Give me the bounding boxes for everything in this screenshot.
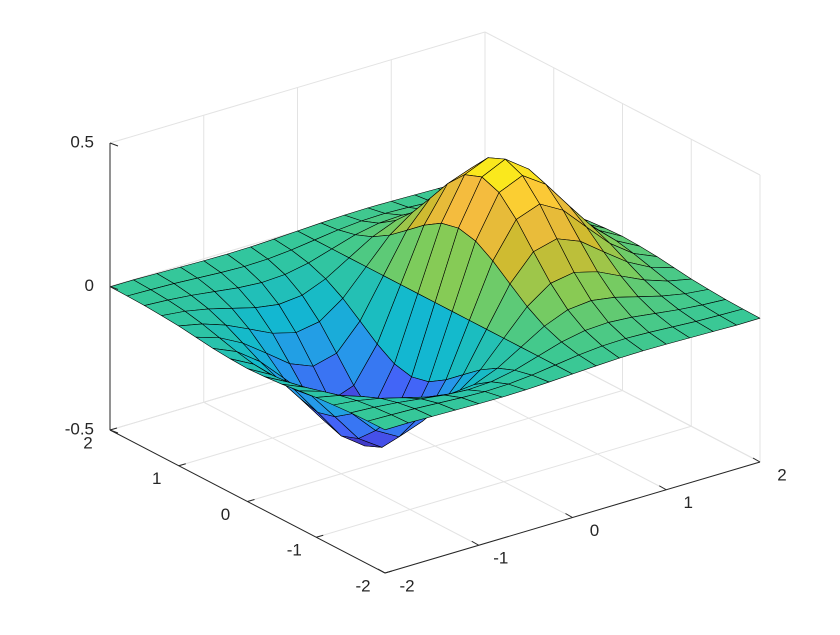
- x-tick-label: -1: [493, 549, 508, 568]
- z-tick-label: 0: [85, 276, 94, 295]
- y-tick-label: 1: [152, 469, 161, 488]
- y-tick: [384, 570, 393, 574]
- x-tick-label: 1: [684, 493, 693, 512]
- y-tick: [316, 534, 324, 538]
- y-tick-label: -2: [355, 576, 370, 595]
- y-tick: [109, 427, 118, 431]
- y-tick: [247, 499, 255, 502]
- x-tick: [377, 568, 386, 574]
- z-tick: [109, 142, 119, 147]
- x-tick-label: 0: [590, 521, 599, 540]
- y-tick-label: 0: [221, 505, 230, 524]
- x-tick-label: 2: [777, 465, 786, 484]
- z-tick: [109, 429, 119, 434]
- y-tick: [178, 463, 186, 467]
- z-tick-label: -0.5: [65, 419, 94, 438]
- x-tick: [752, 457, 761, 463]
- y-tick-label: -1: [287, 541, 302, 560]
- x-tick: [659, 485, 667, 491]
- y-tick-label: 2: [83, 433, 92, 452]
- grid-line: [484, 31, 761, 176]
- grid-line: [316, 425, 692, 538]
- grid-line: [109, 31, 486, 144]
- surface-patch: [367, 414, 409, 431]
- x-tick: [471, 540, 479, 546]
- x-tick: [565, 513, 573, 518]
- grid-line: [247, 390, 623, 502]
- z-tick: [109, 286, 119, 290]
- x-tick-label: -2: [399, 576, 414, 595]
- z-tick-label: 0.5: [70, 132, 94, 151]
